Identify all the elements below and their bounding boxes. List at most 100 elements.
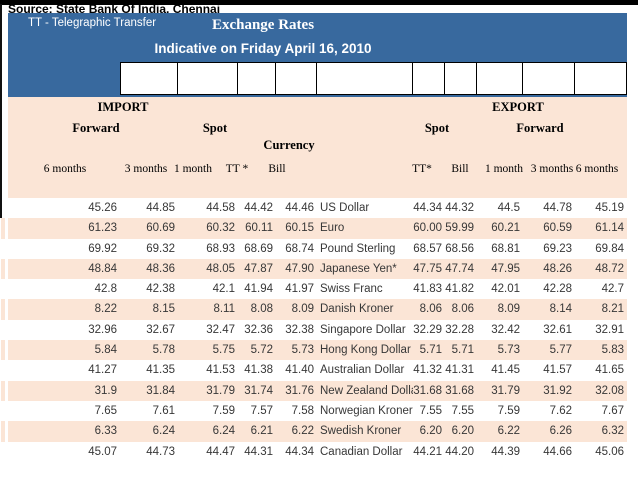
blank-cell [177, 62, 238, 95]
export-1m-cell: 31.79 [491, 384, 520, 397]
export-3m-cell: 44.78 [543, 202, 572, 214]
export-6m-cell: 45.19 [595, 202, 624, 214]
table-row: 45.07 44.73 44.47 44.31 44.34 Canadian D… [1, 442, 627, 462]
table-row: 69.92 69.32 68.93 68.69 68.74 Pound Ster… [1, 239, 627, 259]
col-header-export-6m: 6 months [575, 163, 619, 175]
import-forward-header: Forward [72, 121, 120, 135]
table-row: 8.22 8.15 8.11 8.08 8.09 Danish Kroner 8… [1, 299, 627, 320]
import-6m-cell: 7.65 [94, 404, 117, 417]
export-tt-cell: 7.55 [419, 404, 442, 417]
import-bill-cell: 6.22 [291, 425, 314, 438]
import-1m-cell: 31.79 [206, 384, 235, 397]
import-1m-cell: 5.75 [212, 344, 235, 357]
import-bill-cell: 44.34 [285, 445, 314, 458]
table-row: 45.26 44.85 44.58 44.42 44.46 US Dollar … [1, 198, 627, 218]
export-6m-cell: 8.21 [601, 303, 624, 316]
left-edge-line [0, 4, 2, 218]
currency-cell: Euro [320, 222, 345, 235]
export-3m-cell: 5.77 [549, 344, 572, 357]
import-1m-cell: 44.58 [206, 202, 235, 214]
import-3m-cell: 7.61 [152, 404, 175, 417]
import-1m-cell: 68.93 [206, 242, 235, 255]
export-1m-cell: 44.5 [497, 202, 520, 214]
export-1m-cell: 44.39 [491, 445, 520, 458]
import-6m-cell: 31.9 [94, 384, 117, 397]
import-3m-cell: 48.36 [146, 262, 175, 275]
left-gap-strip [4, 198, 8, 462]
page-subtitle: Indicative on Friday April 16, 2010 [154, 41, 372, 56]
import-6m-cell: 42.8 [94, 283, 117, 296]
import-tt-cell: 5.72 [250, 344, 273, 357]
export-1m-cell: 7.59 [497, 404, 520, 417]
export-3m-cell: 69.23 [543, 242, 572, 255]
export-6m-cell: 41.65 [595, 364, 624, 377]
blank-cell [476, 62, 523, 95]
export-3m-cell: 48.26 [543, 262, 572, 275]
currency-cell: Swiss Franc [320, 283, 383, 296]
import-bill-cell: 60.15 [285, 222, 314, 235]
export-3m-cell: 7.62 [549, 404, 572, 417]
import-3m-cell: 42.38 [146, 283, 175, 296]
export-tt-cell: 41.32 [413, 364, 442, 377]
currency-header: Currency [263, 138, 315, 152]
import-1m-cell: 48.05 [206, 262, 235, 275]
source-caption: Source: State Bank Of India, Chennai [8, 2, 221, 16]
export-bill-cell: 44.20 [445, 445, 474, 458]
export-3m-cell: 31.92 [543, 384, 572, 397]
export-bill-cell: 41.31 [445, 364, 474, 377]
blank-cell [120, 62, 178, 95]
import-bill-cell: 41.97 [285, 283, 314, 296]
import-1m-cell: 60.32 [206, 222, 235, 235]
export-1m-cell: 32.42 [491, 323, 520, 336]
export-bill-cell: 5.71 [451, 344, 474, 357]
blank-cell [412, 62, 445, 95]
export-6m-cell: 48.72 [595, 262, 624, 275]
export-3m-cell: 44.66 [543, 445, 572, 458]
import-3m-cell: 5.78 [152, 344, 175, 357]
import-bill-cell: 8.09 [291, 303, 314, 316]
import-tt-cell: 32.36 [244, 323, 273, 336]
blank-cell [522, 62, 575, 95]
export-6m-cell: 61.14 [595, 222, 624, 235]
import-1m-cell: 7.59 [212, 404, 235, 417]
import-3m-cell: 44.85 [146, 202, 175, 214]
export-3m-cell: 42.28 [543, 283, 572, 296]
table-row: 42.8 42.38 42.1 41.94 41.97 Swiss Franc … [1, 279, 627, 299]
import-tt-cell: 8.08 [250, 303, 273, 316]
import-tt-cell: 6.21 [250, 425, 273, 438]
import-3m-cell: 69.32 [146, 242, 175, 255]
import-tt-cell: 44.42 [244, 202, 273, 214]
import-6m-cell: 61.23 [88, 222, 117, 235]
currency-cell: Japanese Yen* [320, 262, 397, 275]
currency-cell: US Dollar [320, 202, 370, 214]
import-6m-cell: 48.84 [88, 262, 117, 275]
col-header-export-tt: TT* [412, 163, 432, 175]
blank-cell [237, 62, 276, 95]
table-row: 31.9 31.84 31.79 31.74 31.76 New Zealand… [1, 380, 627, 401]
import-bill-cell: 68.74 [285, 242, 314, 255]
export-1m-cell: 68.81 [491, 242, 520, 255]
import-3m-cell: 6.24 [152, 425, 175, 438]
col-header-import-bill: Bill [268, 163, 286, 175]
currency-cell: Hong Kong Dollar [320, 344, 411, 357]
export-bill-cell: 31.68 [445, 384, 474, 397]
export-6m-cell: 32.91 [595, 323, 624, 336]
blank-cells-row [120, 62, 627, 95]
rates-table-body: 45.26 44.85 44.58 44.42 44.46 US Dollar … [1, 198, 627, 462]
col-header-export-3m: 3 months [530, 163, 574, 175]
import-6m-cell: 45.26 [88, 202, 117, 214]
import-3m-cell: 31.84 [146, 384, 175, 397]
export-1m-cell: 6.22 [497, 425, 520, 438]
import-group-header: IMPORT [97, 100, 149, 114]
import-bill-cell: 47.90 [285, 262, 314, 275]
export-6m-cell: 7.67 [601, 404, 624, 417]
export-6m-cell: 42.7 [601, 283, 624, 296]
import-tt-cell: 41.38 [244, 364, 273, 377]
export-tt-cell: 44.34 [413, 202, 442, 214]
title-banner: TT - Telegraphic Transfer Exchange Rates… [8, 13, 627, 97]
import-tt-cell: 7.57 [250, 404, 273, 417]
currency-cell: Singapore Dollar [320, 323, 406, 336]
import-spot-header: Spot [202, 121, 228, 135]
export-bill-cell: 8.06 [451, 303, 474, 316]
